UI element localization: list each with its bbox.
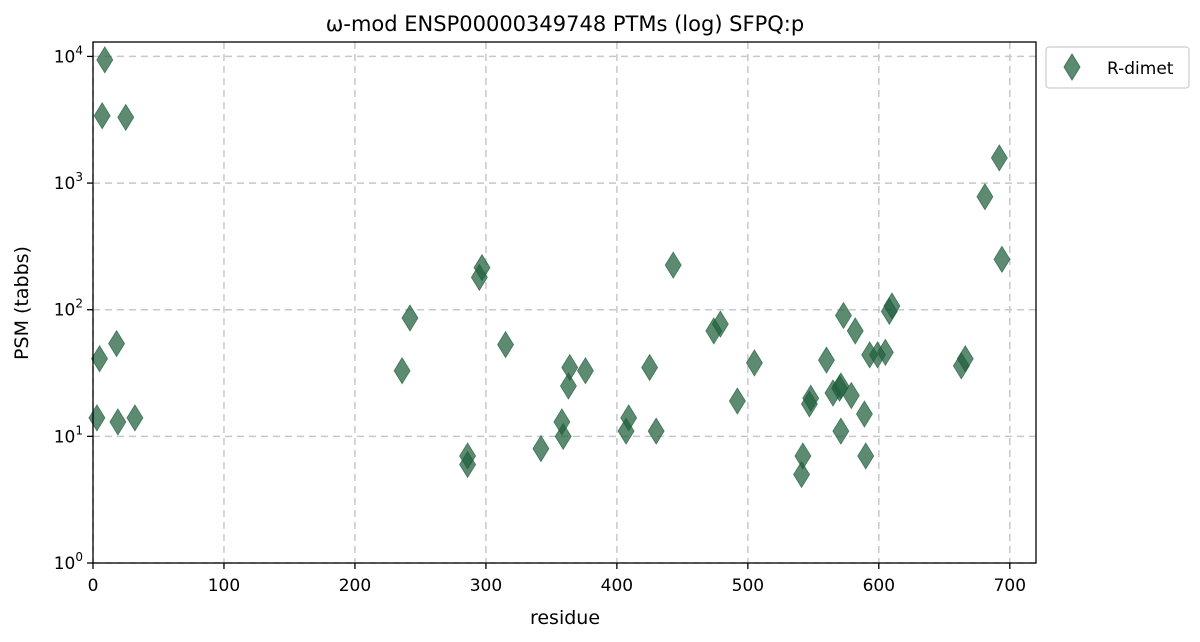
data-point: [802, 384, 820, 412]
data-point: [559, 372, 577, 400]
y-tick-exponent: 3: [75, 170, 83, 184]
data-point: [664, 251, 682, 279]
data-point: [990, 144, 1008, 172]
x-tick-label: 200: [339, 576, 371, 596]
data-point: [91, 344, 109, 373]
x-tick-label: 0: [88, 576, 99, 596]
data-point: [835, 301, 852, 330]
chart-title: ω-mod ENSP00000349748 PTMs (log) SFPQ:p: [326, 12, 804, 36]
data-point: [401, 304, 419, 332]
data-point: [817, 346, 835, 374]
y-axis-label: PSM (tabbs): [11, 246, 33, 360]
y-tick-exponent: 2: [75, 297, 83, 311]
y-tick-exponent: 1: [75, 423, 83, 437]
data-points: [88, 46, 1011, 489]
data-point: [993, 245, 1011, 274]
data-point: [883, 292, 901, 320]
y-tick-label: 104: [54, 43, 83, 67]
data-point: [88, 404, 106, 432]
data-point: [956, 344, 974, 373]
y-tick-base: 10: [54, 427, 76, 447]
data-point: [532, 434, 550, 463]
data-point: [711, 310, 729, 338]
data-point: [473, 253, 491, 282]
y-tick-exponent: 4: [75, 43, 83, 57]
data-point: [855, 400, 873, 428]
legend: R-dimet: [1045, 46, 1190, 89]
data-point: [554, 422, 572, 451]
data-point: [126, 404, 144, 432]
x-tick-label: 300: [470, 576, 502, 596]
data-point: [620, 404, 638, 432]
x-axis-ticks: 0 100 200 300 400 500 600 700: [88, 563, 1026, 596]
x-tick-label: 500: [732, 576, 764, 596]
data-point: [576, 356, 594, 385]
y-tick-exponent: 0: [75, 550, 83, 564]
y-tick-base: 10: [54, 47, 76, 67]
data-point: [976, 182, 994, 211]
data-point: [745, 349, 763, 377]
data-point: [497, 330, 515, 359]
y-tick-base: 10: [54, 301, 76, 321]
legend-box: [1045, 46, 1190, 89]
legend-label-r-dimet: R-dimet: [1107, 59, 1174, 79]
data-point: [857, 442, 875, 470]
data-point: [93, 102, 111, 130]
data-point: [793, 460, 811, 489]
y-tick-label: 101: [54, 423, 83, 447]
y-tick-label: 100: [54, 550, 83, 574]
x-tick-label: 400: [601, 576, 633, 596]
data-point: [832, 417, 850, 445]
y-tick-label: 103: [54, 170, 83, 194]
data-point: [108, 329, 126, 358]
x-tick-label: 600: [863, 576, 895, 596]
data-point: [459, 450, 477, 479]
data-point: [794, 442, 812, 470]
data-point: [728, 387, 746, 415]
x-tick-label: 700: [994, 576, 1026, 596]
y-tick-base: 10: [54, 174, 76, 194]
y-tick-label: 102: [54, 297, 83, 321]
data-point: [561, 353, 579, 382]
data-point: [109, 408, 127, 436]
data-point: [846, 317, 864, 345]
data-point: [641, 353, 659, 382]
x-axis-label: residue: [530, 607, 600, 629]
x-tick-label: 100: [208, 576, 240, 596]
data-point: [117, 103, 135, 132]
y-tick-base: 10: [54, 554, 76, 574]
data-point: [842, 381, 860, 410]
data-point: [96, 46, 114, 74]
data-point: [876, 338, 894, 367]
data-point: [393, 356, 411, 385]
legend-marker-r-dimet: [1063, 53, 1081, 81]
plot-frame: [92, 41, 1037, 564]
data-point: [647, 417, 665, 445]
